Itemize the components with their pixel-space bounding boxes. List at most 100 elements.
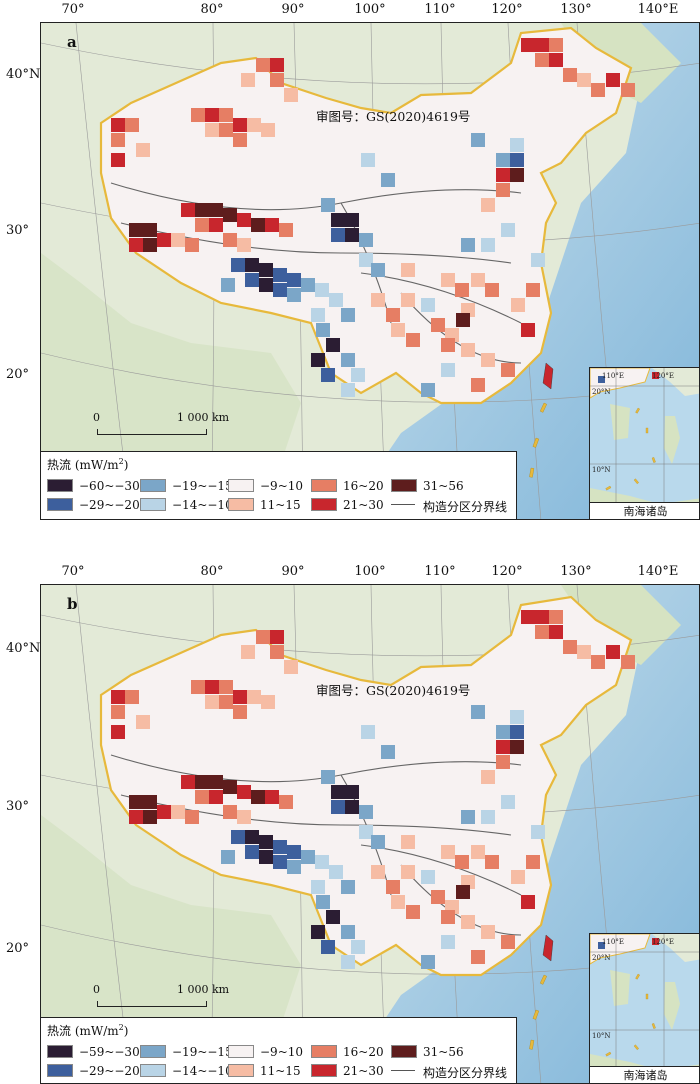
heat-flow-cell (171, 805, 185, 819)
heat-flow-cell (386, 880, 400, 894)
heat-flow-cell (111, 118, 125, 132)
heat-flow-cell (481, 925, 495, 939)
heat-flow-cell (563, 68, 577, 82)
heat-flow-map-a: a 审图号：GS(2020)4619号 0 1 000 km 热流 (mW/m2… (40, 22, 700, 520)
latitude-label: 20° (6, 941, 30, 956)
legend: 热流 (mW/m2) −59~−30 −29~−20 −19~−15 −14~−… (41, 1017, 517, 1083)
heat-flow-cell (241, 73, 255, 87)
heat-flow-cell (359, 825, 373, 839)
heat-flow-cell (205, 695, 219, 709)
heat-flow-cell (261, 695, 275, 709)
heat-flow-cell (245, 273, 259, 287)
heat-flow-cell (233, 133, 247, 147)
heat-flow-cell (171, 233, 185, 247)
heat-flow-cell (331, 213, 345, 227)
heat-flow-cell (345, 785, 359, 799)
heat-flow-cell (549, 38, 563, 52)
heat-flow-cell (521, 895, 535, 909)
longitude-label: 100° (354, 564, 386, 579)
heat-flow-cell (501, 223, 515, 237)
longitude-label: 140°E (637, 564, 679, 579)
heat-flow-cell (481, 353, 495, 367)
heat-flow-cell (315, 283, 329, 297)
heat-flow-cell (321, 368, 335, 382)
heat-flow-cell (549, 53, 563, 67)
heat-flow-cell (157, 233, 171, 247)
heat-flow-cell (284, 88, 298, 102)
heat-flow-cell (181, 203, 195, 217)
inset-lon-label: 110°E (602, 938, 624, 946)
panel-letter: a (67, 33, 77, 51)
heat-flow-cell (195, 790, 209, 804)
heat-flow-cell (233, 118, 247, 132)
heat-flow-cell (361, 725, 375, 739)
heat-flow-cell (386, 308, 400, 322)
heat-flow-cell (209, 203, 223, 217)
heat-flow-cell (441, 338, 455, 352)
heat-flow-cell (233, 690, 247, 704)
longitude-label: 130° (560, 564, 592, 579)
heat-flow-cell (341, 383, 355, 397)
heat-flow-cell (331, 800, 345, 814)
scale-bar: 0 1 000 km (93, 983, 229, 1011)
heat-flow-cell (431, 890, 445, 904)
heat-flow-cell (577, 645, 591, 659)
heat-flow-cell (136, 715, 150, 729)
heat-flow-cell (345, 228, 359, 242)
heat-flow-cell (261, 123, 275, 137)
heat-flow-cell (441, 845, 455, 859)
heat-flow-cell (129, 223, 143, 237)
heat-flow-cell (256, 58, 270, 72)
heat-flow-cell (321, 198, 335, 212)
heat-flow-cell (326, 910, 340, 924)
heat-flow-cell (301, 278, 315, 292)
heat-flow-cell (245, 830, 259, 844)
heat-flow-cell (111, 153, 125, 167)
heat-flow-cell (481, 238, 495, 252)
heat-flow-cell (287, 845, 301, 859)
heat-flow-cell (259, 835, 273, 849)
heat-flow-cell (237, 785, 251, 799)
heat-flow-cell (205, 123, 219, 137)
inset-lat-label: 20°N (592, 954, 611, 962)
heat-flow-cell (521, 38, 535, 52)
scale-zero: 0 (93, 411, 100, 424)
heat-flow-cell (185, 238, 199, 252)
heat-flow-cell (181, 775, 195, 789)
heat-flow-cell (441, 363, 455, 377)
heat-flow-cell (341, 353, 355, 367)
heat-flow-cell (209, 775, 223, 789)
heat-flow-cell (496, 168, 510, 182)
longitude-label: 110° (424, 564, 456, 579)
heat-flow-cell (471, 273, 485, 287)
heat-flow-cell (501, 795, 515, 809)
heat-flow-cell (191, 108, 205, 122)
heat-flow-cell (345, 213, 359, 227)
heat-flow-cell (351, 368, 365, 382)
heat-flow-cell (521, 610, 535, 624)
longitude-label: 120° (491, 2, 523, 17)
heat-flow-cell (311, 925, 325, 939)
heat-flow-cell (359, 805, 373, 819)
longitude-label: 110° (424, 2, 456, 17)
heat-flow-cell (223, 780, 237, 794)
heat-flow-cell (471, 845, 485, 859)
heat-flow-cell (185, 810, 199, 824)
latitude-label: 40°N (6, 641, 41, 656)
heat-flow-cell (510, 153, 524, 167)
heat-flow-cell (331, 785, 345, 799)
longitude-label: 100° (354, 2, 386, 17)
heat-flow-cell (143, 238, 157, 252)
heat-flow-cell (351, 940, 365, 954)
heat-flow-cell (195, 218, 209, 232)
heat-flow-cell (455, 283, 469, 297)
heat-flow-cell (371, 835, 385, 849)
heat-flow-cell (270, 58, 284, 72)
legend: 热流 (mW/m2) −60~−30 −29~−20 −19~−15 −14~−… (41, 451, 517, 519)
heat-flow-cell (273, 840, 287, 854)
longitude-label: 80° (200, 564, 224, 579)
heat-flow-cell (521, 323, 535, 337)
heat-flow-cell (421, 870, 435, 884)
heat-flow-cell (223, 805, 237, 819)
heat-flow-cell (129, 810, 143, 824)
